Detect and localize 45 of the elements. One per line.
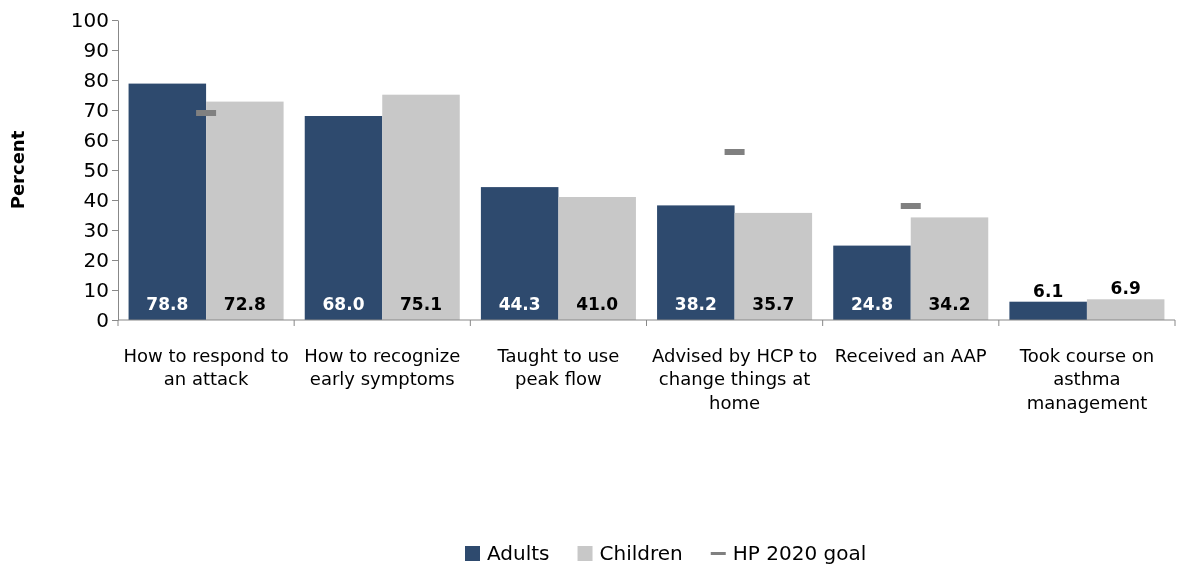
bar bbox=[657, 205, 735, 320]
bar bbox=[558, 197, 636, 320]
y-tick-label: 100 bbox=[70, 7, 109, 32]
y-tick-label: 80 bbox=[83, 67, 109, 92]
data-label: 6.9 bbox=[1110, 278, 1141, 299]
y-tick-label: 60 bbox=[83, 127, 109, 152]
data-label: 34.2 bbox=[928, 294, 971, 314]
data-label: 35.7 bbox=[752, 294, 795, 314]
y-axis-title: Percent bbox=[7, 130, 28, 210]
data-label: 44.3 bbox=[498, 294, 541, 314]
y-tick-label: 70 bbox=[83, 97, 109, 122]
data-label: 75.1 bbox=[400, 294, 442, 314]
y-tick-label: 30 bbox=[83, 217, 109, 242]
bar bbox=[910, 217, 989, 320]
legend-label: HP 2020 goal bbox=[732, 541, 867, 565]
bar bbox=[128, 83, 207, 320]
bar bbox=[304, 116, 383, 320]
y-tick-label: 40 bbox=[83, 187, 109, 212]
bar bbox=[734, 212, 813, 320]
bar bbox=[1086, 299, 1165, 320]
x-tick-label: Advised by HCP to change things at home bbox=[651, 345, 818, 413]
y-tick-label: 50 bbox=[83, 157, 109, 182]
x-tick-label: How to recognize early symptoms bbox=[304, 345, 461, 390]
bar bbox=[382, 94, 460, 320]
x-tick-label: Taught to use peak flow bbox=[496, 345, 620, 390]
bar bbox=[1009, 301, 1087, 320]
y-tick-label: 20 bbox=[83, 247, 109, 272]
data-label: 24.8 bbox=[851, 294, 893, 314]
x-tick-label: Received an AAP bbox=[834, 345, 987, 366]
data-label: 38.2 bbox=[674, 294, 717, 314]
data-label: 78.8 bbox=[146, 294, 189, 314]
data-label: 6.1 bbox=[1033, 280, 1064, 301]
x-tick-label: How to respond to an attack bbox=[123, 345, 289, 390]
legend-label: Children bbox=[599, 541, 683, 565]
legend-label: Adults bbox=[487, 541, 550, 565]
bar bbox=[833, 245, 911, 320]
y-tick-label: 90 bbox=[83, 37, 109, 62]
x-tick-label: Took course on asthma management bbox=[1018, 345, 1155, 413]
bar bbox=[206, 101, 284, 320]
bar bbox=[480, 187, 559, 320]
data-label: 72.8 bbox=[223, 294, 266, 314]
y-tick-label: 0 bbox=[96, 307, 109, 332]
y-tick-label: 10 bbox=[83, 277, 109, 302]
data-label: 68.0 bbox=[322, 294, 365, 314]
data-label: 41.0 bbox=[576, 294, 619, 314]
